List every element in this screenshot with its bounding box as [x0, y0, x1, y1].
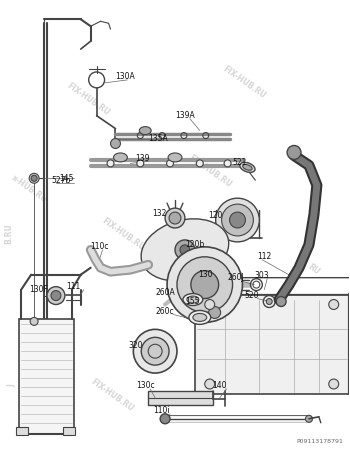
Ellipse shape	[189, 310, 211, 324]
Text: 145: 145	[59, 174, 74, 183]
Text: 132: 132	[152, 208, 167, 217]
Circle shape	[107, 160, 114, 167]
Circle shape	[306, 415, 313, 422]
Circle shape	[167, 160, 174, 167]
Text: x-HUB.RU: x-HUB.RU	[9, 174, 49, 205]
Circle shape	[230, 212, 245, 228]
Circle shape	[209, 306, 220, 319]
Circle shape	[216, 198, 259, 242]
Circle shape	[196, 160, 203, 167]
Circle shape	[30, 317, 38, 325]
Ellipse shape	[183, 293, 203, 306]
Bar	[63, 427, 75, 435]
Circle shape	[137, 160, 144, 167]
Circle shape	[276, 297, 286, 306]
Text: 140: 140	[213, 382, 227, 391]
Circle shape	[205, 300, 215, 310]
Text: FIX-HUB.RU: FIX-HUB.RU	[222, 64, 267, 100]
Text: 110i: 110i	[153, 406, 170, 415]
Text: FIX-HUB.R: FIX-HUB.R	[266, 361, 307, 393]
Text: 130F: 130F	[29, 285, 48, 294]
Circle shape	[133, 329, 177, 373]
Circle shape	[165, 208, 185, 228]
Circle shape	[205, 379, 215, 389]
Ellipse shape	[240, 162, 255, 172]
Ellipse shape	[243, 164, 252, 170]
Circle shape	[175, 240, 195, 260]
Ellipse shape	[168, 153, 182, 162]
Bar	[148, 391, 213, 405]
Text: 112: 112	[257, 252, 272, 261]
Text: 120b: 120b	[185, 240, 204, 249]
Text: 260c: 260c	[155, 307, 174, 316]
Circle shape	[111, 139, 120, 148]
Text: 110c: 110c	[91, 243, 109, 252]
Text: J: J	[7, 385, 16, 387]
Circle shape	[329, 379, 339, 389]
Ellipse shape	[139, 126, 151, 135]
Ellipse shape	[113, 153, 127, 162]
Text: 111: 111	[66, 282, 80, 291]
Text: 521: 521	[232, 158, 247, 167]
Text: 135A: 135A	[148, 134, 168, 143]
Text: B.RU: B.RU	[4, 224, 13, 244]
Text: 260J: 260J	[228, 273, 244, 282]
Circle shape	[191, 271, 219, 298]
Text: 260A: 260A	[155, 288, 175, 297]
Text: 130c: 130c	[136, 382, 155, 391]
Text: 155: 155	[185, 297, 200, 306]
Circle shape	[167, 247, 243, 322]
Text: FIX-HUB.RU: FIX-HUB.RU	[90, 377, 135, 413]
Text: 130A: 130A	[116, 72, 135, 81]
Circle shape	[51, 291, 61, 301]
Bar	[19, 320, 74, 434]
Circle shape	[287, 145, 301, 159]
Circle shape	[222, 204, 253, 236]
Circle shape	[177, 257, 232, 312]
Text: 520: 520	[244, 291, 259, 300]
Text: 139: 139	[135, 154, 150, 163]
Circle shape	[180, 245, 190, 255]
Circle shape	[141, 338, 169, 365]
Circle shape	[160, 414, 170, 424]
Circle shape	[266, 298, 272, 305]
Circle shape	[329, 300, 339, 310]
Circle shape	[169, 212, 181, 224]
Ellipse shape	[193, 314, 207, 321]
Text: 120: 120	[208, 211, 222, 220]
Text: 320: 320	[128, 341, 143, 350]
Bar	[195, 295, 349, 394]
Ellipse shape	[141, 219, 229, 281]
Bar	[16, 427, 28, 435]
Text: 303: 303	[254, 271, 269, 280]
Text: 130: 130	[198, 270, 212, 279]
Text: 527b: 527b	[51, 176, 70, 185]
Text: RU: RU	[306, 262, 321, 277]
Text: FIX-HUB.RU: FIX-HUB.RU	[65, 82, 111, 118]
Circle shape	[31, 176, 37, 181]
Ellipse shape	[187, 296, 199, 303]
Text: P09113178791: P09113178791	[297, 439, 344, 444]
Circle shape	[29, 173, 39, 183]
Circle shape	[224, 160, 231, 167]
Circle shape	[47, 287, 65, 305]
Text: FIX-HUB.RU: FIX-HUB.RU	[100, 216, 146, 252]
Text: FIX-HUB.RU: FIX-HUB.RU	[187, 153, 233, 189]
Text: 139A: 139A	[175, 111, 195, 120]
Text: FIX-HUB.RU: FIX-HUB.RU	[180, 306, 226, 342]
